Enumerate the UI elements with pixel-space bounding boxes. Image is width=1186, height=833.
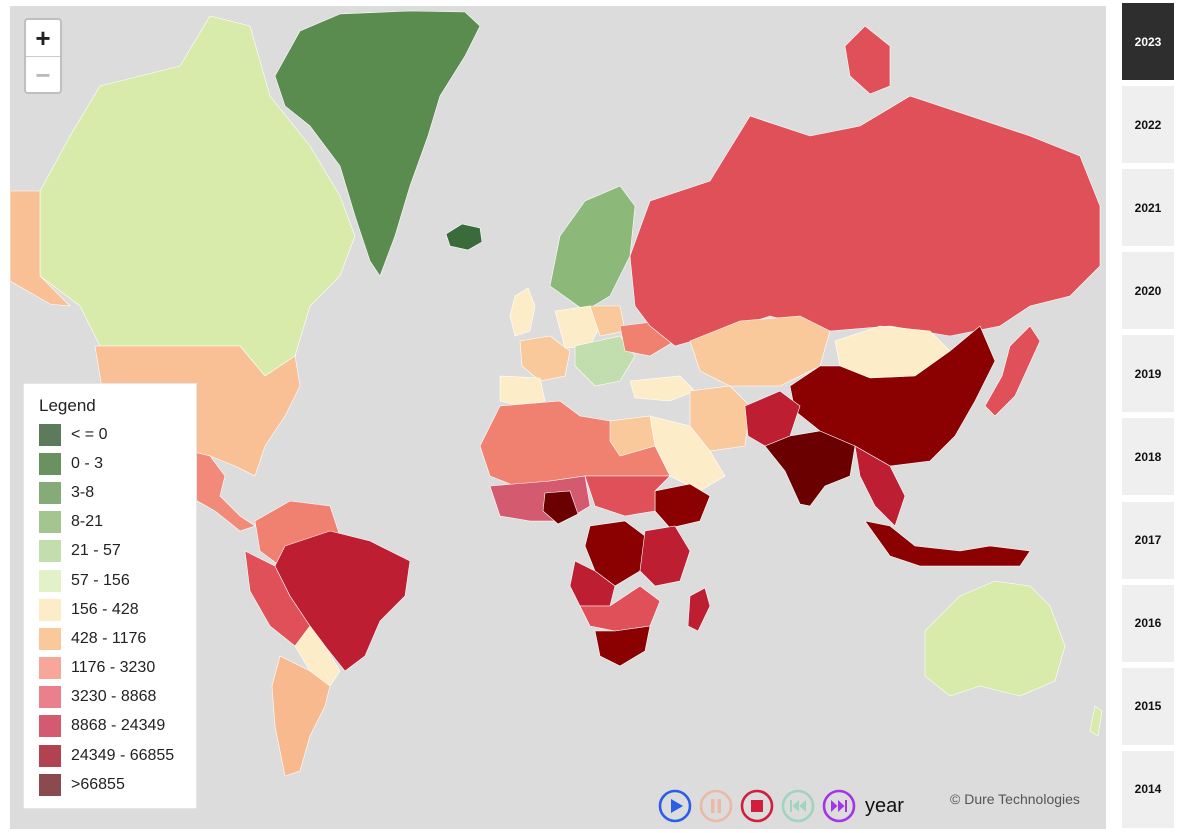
- legend-title: Legend: [39, 396, 96, 415]
- legend-label: 21 - 57: [71, 542, 121, 560]
- legend-swatch: [39, 773, 61, 796]
- year-button-2022[interactable]: 2022: [1122, 86, 1174, 164]
- country-france[interactable]: [519, 335, 571, 382]
- zoom-in-button[interactable]: +: [35, 23, 51, 53]
- country-sudan[interactable]: [584, 475, 671, 517]
- year-button-2016[interactable]: 2016: [1122, 584, 1174, 662]
- legend-item: 3-8: [39, 478, 196, 507]
- legend-swatch: [39, 715, 61, 738]
- legend-swatch: [39, 569, 61, 592]
- country-indonesia[interactable]: [864, 520, 1031, 567]
- legend-item: 3230 - 8868: [39, 683, 196, 712]
- country-madagascar[interactable]: [687, 587, 711, 632]
- country-iceland[interactable]: [445, 223, 483, 251]
- year-label: year: [865, 794, 904, 817]
- legend-label: 57 - 156: [71, 571, 130, 589]
- year-button-2018[interactable]: 2018: [1122, 418, 1174, 496]
- pause-icon[interactable]: [699, 789, 733, 823]
- country-egypt[interactable]: [609, 415, 656, 457]
- country-new-zealand[interactable]: [1089, 705, 1103, 737]
- legend-swatch: [39, 511, 61, 534]
- country-germany[interactable]: [554, 305, 601, 349]
- legend-label: 428 - 1176: [71, 629, 147, 647]
- attribution: © Dure Technologies: [950, 791, 1080, 807]
- stop-icon[interactable]: [740, 789, 774, 823]
- legend-item: 428 - 1176: [39, 624, 196, 653]
- zoom-out-button[interactable]: −: [26, 56, 60, 93]
- legend: Legend < = 0 0 - 3 3-8 8-21 21 - 57 57 - 156 1…: [23, 383, 197, 809]
- year-button-2021[interactable]: 2021: [1122, 169, 1174, 247]
- world-choropleth-map[interactable]: + − Legend < = 0 0 - 3 3-8 8-21 21 - 57 57 - …: [10, 6, 1106, 829]
- legend-item: 156 - 428: [39, 595, 196, 624]
- legend-label: 1176 - 3230: [71, 659, 156, 677]
- year-button-2014[interactable]: 2014: [1122, 750, 1174, 828]
- country-nigeria[interactable]: [542, 490, 579, 525]
- legend-swatch: [39, 452, 61, 475]
- country-india[interactable]: [764, 430, 856, 507]
- legend-label: 3230 - 8868: [71, 688, 157, 706]
- legend-swatch: [39, 686, 61, 709]
- country-brazil[interactable]: [274, 530, 411, 672]
- legend-item: 21 - 57: [39, 537, 196, 566]
- country-australia[interactable]: [924, 580, 1066, 697]
- country-usa-alaska[interactable]: [10, 190, 71, 307]
- legend-label: < = 0: [71, 425, 108, 443]
- country-greenland[interactable]: [274, 10, 481, 277]
- legend-swatch: [39, 657, 61, 680]
- zoom-control: + −: [24, 18, 62, 94]
- legend-label: 24349 - 66855: [71, 746, 175, 764]
- year-button-2023[interactable]: 2023: [1122, 3, 1174, 80]
- country-japan[interactable]: [984, 325, 1041, 417]
- country-southeast-asia[interactable]: [854, 445, 906, 527]
- legend-label: >66855: [71, 775, 125, 793]
- legend-item: >66855: [39, 770, 196, 799]
- legend-label: 156 - 428: [71, 600, 139, 618]
- legend-item: 1176 - 3230: [39, 654, 196, 683]
- legend-label: 8868 - 24349: [71, 717, 166, 735]
- legend-item: 0 - 3: [39, 449, 196, 478]
- legend-swatch: [39, 627, 61, 650]
- year-button-2019[interactable]: 2019: [1122, 335, 1174, 413]
- year-button-2017[interactable]: 2017: [1122, 501, 1174, 579]
- country-ethiopia[interactable]: [654, 483, 711, 529]
- legend-item: < = 0: [39, 420, 196, 449]
- legend-swatch: [39, 540, 61, 563]
- country-scandinavia[interactable]: [549, 185, 636, 312]
- country-argentina[interactable]: [271, 655, 331, 777]
- country-south-africa[interactable]: [594, 625, 651, 667]
- legend-label: 3-8: [71, 483, 95, 501]
- year-button-2015[interactable]: 2015: [1122, 667, 1174, 745]
- playback-controls: year: [658, 787, 904, 825]
- play-icon[interactable]: [658, 789, 692, 823]
- year-button-2020[interactable]: 2020: [1122, 252, 1174, 330]
- legend-item: 57 - 156: [39, 566, 196, 595]
- country-russia-arctic[interactable]: [844, 25, 891, 95]
- legend-item: 24349 - 66855: [39, 741, 196, 770]
- country-southern-africa[interactable]: [579, 585, 661, 632]
- country-russia[interactable]: [629, 95, 1101, 347]
- country-eastern-europe[interactable]: [574, 335, 636, 387]
- legend-swatch: [39, 598, 61, 621]
- country-turkey[interactable]: [629, 375, 696, 402]
- country-drc[interactable]: [584, 520, 646, 587]
- legend-label: 0 - 3: [71, 454, 104, 472]
- legend-item: 8868 - 24349: [39, 712, 196, 741]
- country-spain[interactable]: [499, 375, 546, 407]
- year-selector: 2023 2022 2021 2020 2019 2018 2017 2016 2015 2014: [1122, 3, 1174, 829]
- country-uk[interactable]: [509, 287, 536, 337]
- country-east-africa[interactable]: [639, 525, 691, 587]
- skip-back-icon[interactable]: [781, 789, 815, 823]
- legend-item: 8-21: [39, 508, 196, 537]
- legend-swatch: [39, 423, 61, 446]
- legend-swatch: [39, 744, 61, 767]
- legend-swatch: [39, 481, 61, 504]
- legend-label: 8-21: [71, 513, 104, 531]
- map-canvas[interactable]: [10, 6, 1106, 829]
- skip-forward-icon[interactable]: [822, 789, 856, 823]
